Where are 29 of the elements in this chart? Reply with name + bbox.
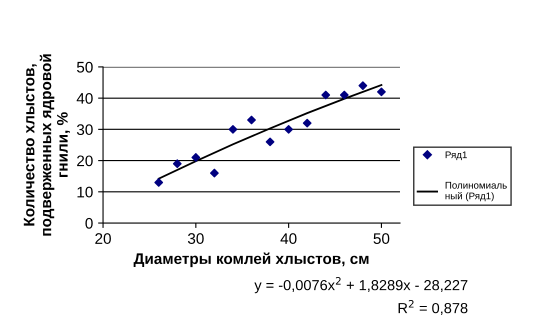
point xyxy=(284,124,294,134)
point xyxy=(266,137,274,146)
x-tick-label: 30 xyxy=(188,233,204,244)
point xyxy=(340,90,349,100)
x-tick-label: 50 xyxy=(374,233,390,244)
point xyxy=(358,81,368,90)
point xyxy=(247,116,256,124)
x-axis-title: Диаметры комлей хлыстов, см xyxy=(134,252,368,268)
point xyxy=(302,118,312,128)
point xyxy=(191,153,200,162)
y-tick-label: 30 xyxy=(76,124,93,136)
point xyxy=(321,90,330,100)
point xyxy=(377,88,386,96)
legend-label: Ряд1 xyxy=(446,151,467,160)
x-tick-label: 40 xyxy=(280,233,297,244)
y-tick-label: 50 xyxy=(76,62,93,73)
point xyxy=(210,168,219,178)
y-tick-label: 10 xyxy=(77,186,93,198)
y-tick-label: 40 xyxy=(76,93,93,104)
legend-label: Полиномиаль ный (Ряд1) xyxy=(446,182,507,202)
x-tick-label: 20 xyxy=(95,233,111,244)
text: R$^{2}$ = 0,878 xyxy=(398,300,468,315)
point xyxy=(154,178,164,187)
y-tick-label: 20 xyxy=(77,155,93,166)
text: y = -0,0076x$^{2}$ + 1,8289x - 28,227 xyxy=(254,277,468,294)
point xyxy=(172,159,182,168)
y-axis-title: Количество хлыстов, подверженных ядровой гнили, % xyxy=(24,54,70,236)
point xyxy=(228,124,238,134)
y-tick-label: 0 xyxy=(85,218,93,229)
